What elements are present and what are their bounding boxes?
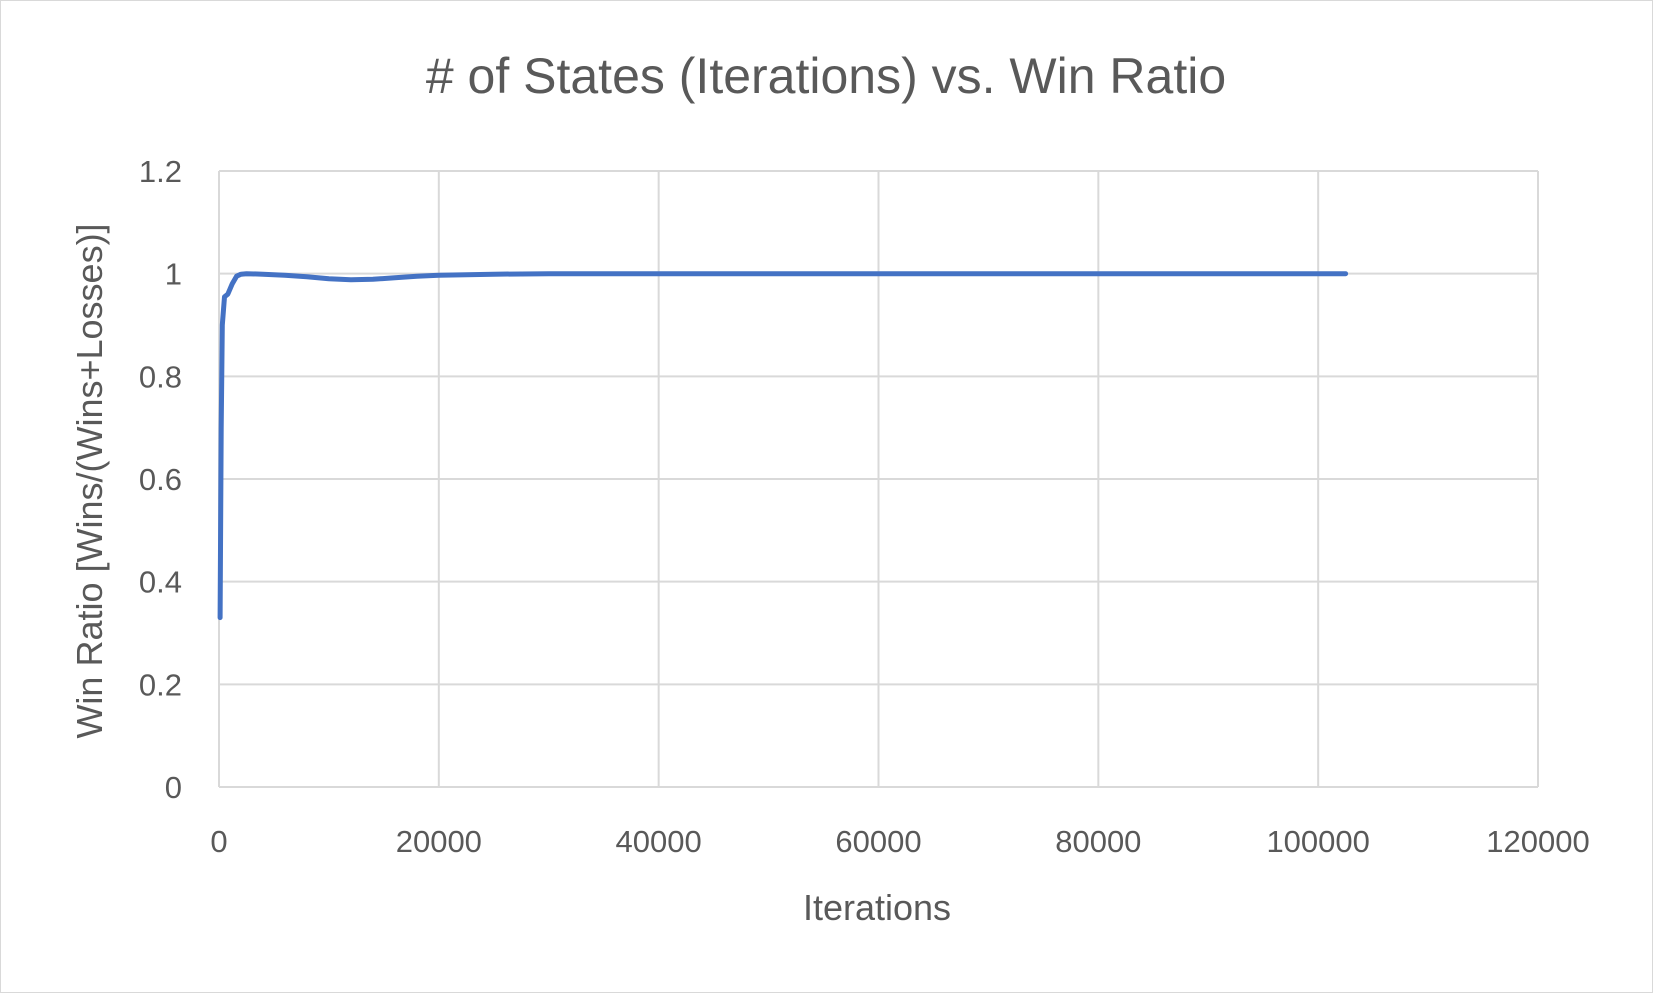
- x-axis-title: Iterations: [803, 887, 951, 928]
- y-tick-label: 1.2: [139, 154, 182, 189]
- x-tick-label: 40000: [616, 824, 702, 859]
- y-tick-label: 1: [165, 257, 182, 292]
- series-layer: [217, 271, 1349, 621]
- y-axis-ticks: 0 0.2 0.4 0.6 0.8 1 1.2: [139, 154, 182, 805]
- x-tick-label: 120000: [1486, 824, 1589, 859]
- x-tick-label: 20000: [396, 824, 482, 859]
- y-tick-label: 0.6: [139, 462, 182, 497]
- chart-title: # of States (Iterations) vs. Win Ratio: [426, 48, 1226, 104]
- x-tick-label: 60000: [835, 824, 921, 859]
- x-axis-ticks: 0 20000 40000 60000 80000 100000 120000: [210, 824, 1589, 859]
- x-tick-label: 100000: [1266, 824, 1369, 859]
- y-tick-label: 0.8: [139, 359, 182, 394]
- y-tick-label: 0: [165, 770, 182, 805]
- x-tick-label: 0: [210, 824, 227, 859]
- y-tick-label: 0.4: [139, 565, 182, 600]
- y-axis-title: Win Ratio [Wins/(Wins+Losses)]: [69, 223, 110, 738]
- gridlines: [218, 170, 1539, 788]
- x-tick-label: 80000: [1055, 824, 1141, 859]
- y-tick-label: 0.2: [139, 667, 182, 702]
- series-line: [217, 271, 1349, 621]
